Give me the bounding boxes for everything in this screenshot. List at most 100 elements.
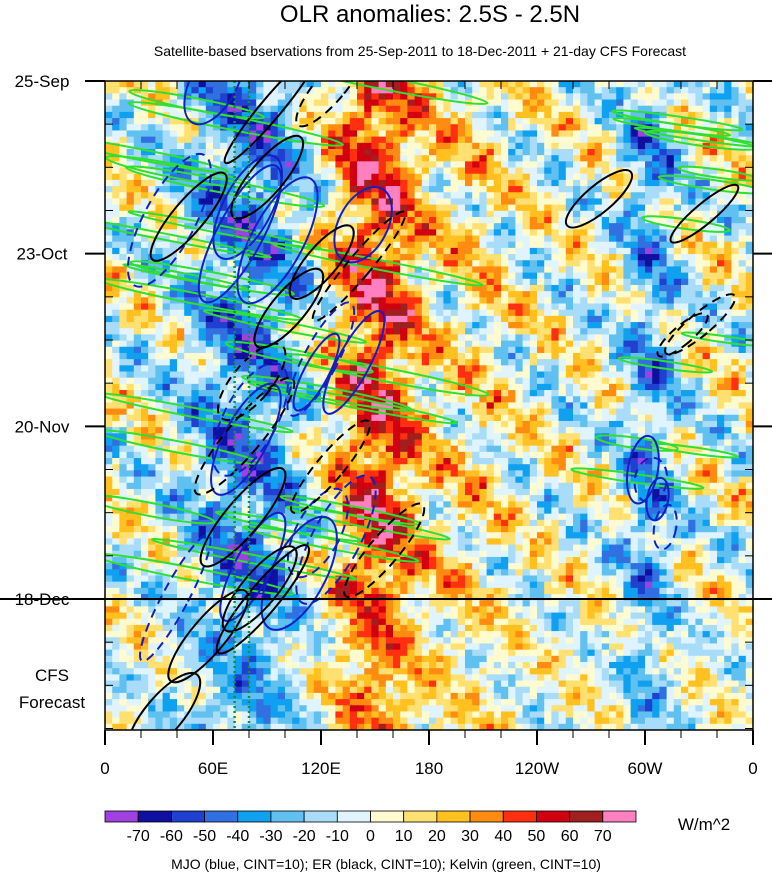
field-cell: [565, 87, 574, 94]
field-cell: [702, 204, 711, 212]
field-cell: [299, 155, 308, 162]
field-cell: [565, 359, 574, 366]
field-cell: [177, 420, 185, 428]
field-cell: [609, 383, 617, 391]
field-cell: [256, 390, 264, 397]
field-cell: [529, 365, 538, 373]
field-cell: [249, 142, 257, 150]
field-cell: [472, 210, 480, 218]
field-cell: [558, 254, 567, 261]
field-cell: [738, 346, 747, 354]
field-cell: [285, 297, 293, 305]
field-cell: [141, 260, 149, 268]
field-cell: [558, 93, 567, 101]
field-cell: [594, 111, 603, 119]
field-cell: [292, 297, 300, 305]
field-cell: [342, 272, 351, 280]
field-cell: [141, 179, 149, 187]
field-cell: [551, 359, 560, 366]
field-cell: [148, 204, 156, 212]
field-cell: [148, 229, 156, 237]
field-cell: [645, 179, 653, 187]
field-cell: [537, 266, 545, 274]
field-cell: [501, 235, 509, 243]
field-cell: [616, 340, 624, 348]
field-cell: [429, 346, 437, 354]
field-cell: [724, 161, 732, 169]
field-cell: [587, 87, 596, 94]
field-cell: [673, 210, 682, 218]
field-cell: [709, 284, 718, 292]
field-cell: [112, 179, 120, 187]
field-cell: [479, 346, 488, 354]
field-cell: [580, 148, 588, 156]
field-cell: [580, 161, 588, 169]
field-cell: [436, 192, 444, 200]
field-cell: [472, 371, 480, 379]
field-cell: [385, 260, 394, 268]
field-cell: [479, 111, 488, 119]
field-cell: [407, 105, 416, 113]
field-cell: [450, 334, 459, 342]
field-cell: [537, 322, 545, 329]
field-cell: [407, 198, 416, 206]
field-cell: [493, 272, 502, 280]
field-cell: [263, 272, 272, 280]
field-cell: [148, 111, 156, 119]
field-cell: [688, 402, 696, 410]
field-cell: [407, 124, 416, 132]
field-cell: [328, 420, 336, 428]
field-cell: [501, 328, 509, 336]
field-cell: [537, 111, 545, 119]
field-cell: [184, 161, 192, 169]
field-cell: [335, 241, 344, 249]
field-cell: [299, 291, 308, 298]
field-cell: [407, 241, 416, 249]
field-cell: [306, 216, 315, 224]
field-cell: [493, 254, 502, 261]
field-cell: [277, 155, 286, 162]
field-cell: [119, 383, 128, 391]
field-cell: [724, 179, 732, 187]
field-cell: [666, 371, 675, 379]
field-cell: [501, 229, 509, 237]
field-cell: [457, 93, 466, 101]
field-cell: [479, 309, 488, 317]
field-cell: [745, 278, 753, 286]
field-cell: [263, 235, 272, 243]
field-cell: [637, 204, 646, 212]
field-cell: [738, 260, 747, 268]
field-cell: [681, 136, 689, 144]
field-cell: [580, 396, 588, 404]
field-cell: [472, 186, 480, 193]
field-cell: [349, 297, 358, 305]
field-cell: [148, 118, 156, 125]
field-cell: [414, 254, 423, 261]
field-cell: [234, 105, 243, 113]
field-cell: [486, 130, 495, 138]
field-cell: [609, 371, 617, 379]
field-cell: [637, 315, 646, 323]
field-cell: [666, 93, 675, 101]
field-cell: [537, 173, 545, 181]
field-cell: [443, 328, 452, 336]
field-cell: [558, 322, 567, 329]
field-cell: [745, 396, 753, 404]
field-cell: [443, 247, 452, 255]
field-cell: [702, 81, 711, 88]
field-cell: [184, 420, 192, 428]
field-cell: [652, 371, 660, 379]
field-cell: [400, 396, 408, 404]
field-cell: [184, 297, 192, 305]
field-cell: [637, 322, 646, 329]
field-cell: [695, 365, 704, 373]
field-cell: [414, 390, 423, 397]
field-cell: [234, 254, 243, 261]
field-cell: [529, 186, 538, 193]
field-cell: [652, 266, 660, 274]
field-cell: [162, 396, 171, 404]
field-cell: [414, 260, 423, 268]
field-cell: [169, 87, 178, 94]
field-cell: [486, 186, 495, 193]
field-cell: [544, 284, 552, 292]
